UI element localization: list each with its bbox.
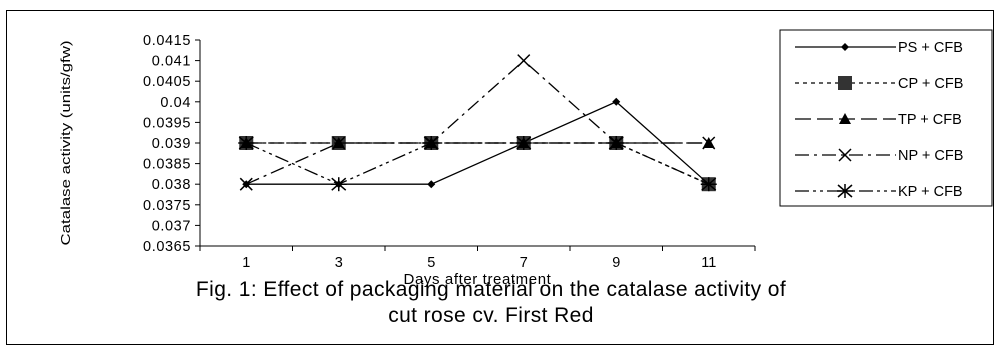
figure-frame [6, 10, 994, 345]
x-tick-label: 3 [335, 255, 343, 271]
data-point-series-1 [427, 180, 436, 189]
legend-marker-4 [838, 148, 852, 162]
y-tick-label: 0.0405 [143, 74, 191, 90]
legend-label: KP + CFB [898, 184, 963, 200]
data-point-series-5 [238, 136, 255, 150]
data-point-series-5 [700, 177, 717, 192]
y-tick-label: 0.041 [152, 54, 191, 70]
legend-label: CP + CFB [898, 76, 963, 92]
y-tick-label: 0.0385 [143, 157, 191, 173]
legend-label: NP + CFB [898, 148, 963, 164]
series-line-5 [245, 142, 710, 185]
y-tick-label: 0.0375 [143, 198, 191, 214]
legend-marker-2 [838, 76, 852, 90]
y-tick-label: 0.037 [152, 218, 191, 234]
x-tick-label: 1 [242, 255, 250, 271]
figure-caption-line-1: Fig. 1: Effect of packaging material on … [195, 278, 787, 301]
legend-box [779, 29, 993, 207]
y-tick-label: 0.0365 [143, 239, 191, 255]
x-tick-label: 9 [612, 255, 620, 271]
figure-caption-line-2: cut rose cv. First Red [388, 304, 594, 327]
data-point-series-5 [515, 136, 532, 150]
y-tick-label: 0.0415 [143, 33, 191, 49]
legend-label: TP + CFB [898, 112, 962, 128]
data-point-series-1 [612, 97, 621, 106]
data-point-series-4 [702, 136, 716, 150]
series-line-1 [246, 101, 710, 185]
x-tick-label: 5 [427, 255, 435, 271]
x-tick-label: 7 [520, 255, 528, 271]
x-axis-title: Days after treatment [404, 271, 552, 288]
y-axis-title: Catalase activity (units/gfw) [59, 41, 73, 246]
y-tick-label: 0.038 [152, 177, 191, 193]
data-point-series-4 [239, 177, 253, 191]
legend-marker-5 [837, 184, 853, 198]
series-line-4 [245, 59, 709, 185]
legend-label: PS + CFB [898, 40, 963, 56]
legend-marker-1 [841, 43, 849, 51]
y-tick-label: 0.0395 [143, 115, 191, 131]
y-tick-label: 0.039 [152, 136, 191, 152]
y-tick-label: 0.04 [160, 95, 191, 111]
data-point-series-5 [608, 136, 625, 150]
x-tick-label: 11 [701, 255, 716, 271]
data-point-series-4 [517, 54, 531, 68]
data-point-series-5 [423, 136, 440, 150]
legend-marker-3 [839, 113, 851, 124]
data-point-series-5 [330, 177, 347, 192]
data-point-series-4 [332, 136, 346, 150]
